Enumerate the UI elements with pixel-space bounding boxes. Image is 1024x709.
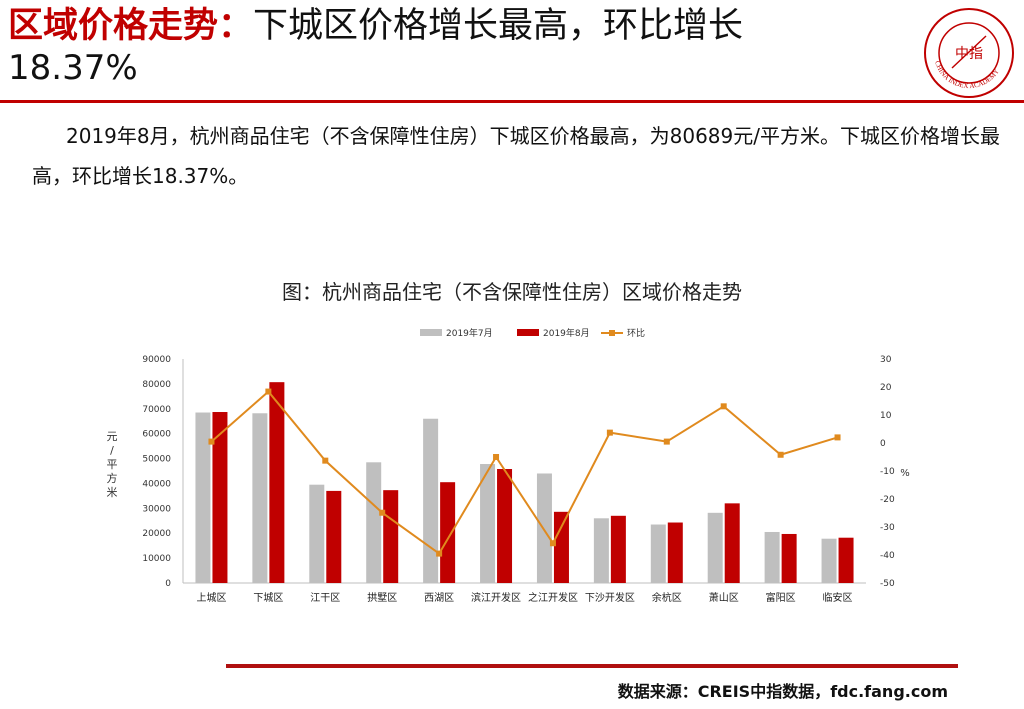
- y-axis-label-char: 方: [107, 471, 118, 485]
- bar-2019-08: [269, 382, 285, 583]
- x-tick-label: 拱墅区: [367, 591, 397, 604]
- legend-swatch-2019-07: [420, 329, 442, 336]
- y-axis-label-char: 米: [107, 486, 118, 499]
- mom-point: [265, 388, 272, 395]
- x-tick-label: 上城区: [196, 592, 226, 604]
- data-source: 数据来源：CREIS中指数据，fdc.fang.com: [617, 682, 948, 701]
- y2-tick-label: -10: [880, 467, 895, 477]
- y2-tick-label: 10: [880, 411, 892, 421]
- y2-tick-label: -30: [880, 523, 895, 533]
- x-tick-label: 江干区: [310, 592, 340, 604]
- bar-2019-08: [440, 482, 456, 583]
- y2-tick-label: -50: [880, 579, 895, 589]
- y2-axis-label: %: [900, 468, 910, 479]
- y2-tick-label: -40: [880, 551, 895, 561]
- mom-point: [777, 451, 784, 458]
- mom-point: [436, 550, 443, 557]
- bar-2019-07: [707, 512, 723, 583]
- title-highlight: 区域价格走势：: [8, 6, 254, 46]
- title-percentage: 18.37%: [8, 48, 138, 88]
- y-tick-label: 90000: [142, 355, 171, 365]
- bar-2019-07: [309, 484, 325, 583]
- mom-point: [493, 454, 500, 460]
- x-tick-label: 滨江开发区: [471, 591, 521, 604]
- bar-2019-08: [838, 537, 854, 583]
- bar-2019-07: [366, 462, 382, 583]
- bar-2019-08: [383, 490, 399, 583]
- bar-2019-07: [593, 518, 609, 583]
- x-tick-label: 余杭区: [652, 591, 682, 604]
- mom-point: [663, 438, 670, 445]
- y-axis-label-char: /: [110, 444, 114, 457]
- mom-point: [834, 434, 841, 441]
- mom-point: [379, 509, 386, 516]
- x-tick-label: 下沙开发区: [585, 591, 635, 604]
- y-tick-label: 80000: [142, 380, 171, 390]
- mom-point: [322, 457, 329, 464]
- title-underline: [0, 100, 1024, 103]
- x-tick-label: 富阳区: [766, 591, 796, 604]
- mom-point: [606, 429, 613, 436]
- bar-2019-07: [764, 531, 780, 583]
- bar-2019-07: [536, 473, 552, 583]
- mom-point: [549, 540, 556, 547]
- legend-label-2019-08: 2019年8月: [543, 327, 590, 339]
- y-tick-label: 30000: [142, 504, 171, 514]
- legend-label-2019-07: 2019年7月: [446, 327, 493, 339]
- y2-tick-label: 20: [880, 383, 892, 393]
- legend-swatch-2019-08: [517, 329, 539, 336]
- x-tick-label: 西湖区: [424, 592, 454, 604]
- y-tick-label: 0: [165, 579, 171, 589]
- legend-label-mom: 环比: [627, 327, 645, 339]
- bar-2019-07: [821, 538, 837, 583]
- y2-tick-label: 30: [880, 355, 892, 365]
- y-tick-label: 20000: [142, 529, 171, 539]
- summary-paragraph: 2019年8月，杭州商品住宅（不含保障性住房）下城区价格最高，为80689元/平…: [32, 124, 1000, 188]
- bar-2019-07: [650, 524, 666, 583]
- y2-tick-label: -20: [880, 495, 895, 505]
- x-tick-label: 下城区: [253, 592, 283, 604]
- bar-2019-07: [195, 412, 211, 583]
- bar-2019-08: [326, 490, 342, 583]
- y-axis-label-char: 平: [107, 458, 118, 471]
- bar-2019-08: [553, 511, 569, 583]
- china-index-academy-logo: CHINA INDEX ACADEMY 中指: [924, 8, 1014, 98]
- title-main: 下城区价格增长最高，环比增长: [253, 6, 744, 46]
- bar-2019-08: [610, 515, 626, 583]
- x-tick-label: 之江开发区: [528, 591, 578, 604]
- y-tick-label: 50000: [142, 455, 171, 465]
- mom-point: [720, 403, 727, 410]
- x-tick-label: 临安区: [823, 591, 853, 604]
- chart-title: 图：杭州商品住宅（不含保障性住房）区域价格走势: [282, 280, 742, 304]
- y-axis-label-char: 元: [107, 430, 118, 443]
- x-tick-label: 萧山区: [709, 592, 739, 604]
- y-tick-label: 40000: [142, 479, 171, 489]
- y-tick-label: 70000: [142, 405, 171, 415]
- bar-2019-08: [724, 503, 740, 583]
- bar-2019-07: [423, 418, 439, 583]
- y-tick-label: 60000: [142, 430, 171, 440]
- bar-2019-07: [480, 464, 496, 583]
- bar-2019-08: [781, 533, 797, 583]
- bar-2019-08: [212, 412, 228, 583]
- bar-2019-08: [667, 522, 683, 583]
- footer-rule: [226, 664, 958, 668]
- bar-2019-07: [252, 413, 268, 583]
- y-tick-label: 10000: [142, 554, 171, 564]
- legend-marker-mom: [609, 330, 615, 336]
- slide-title: 区域价格走势：下城区价格增长最高，环比增长 18.37%: [8, 4, 908, 88]
- mom-point: [208, 438, 215, 445]
- y2-tick-label: 0: [880, 439, 886, 449]
- mom-line: [210, 390, 838, 556]
- bar-2019-08: [497, 469, 513, 583]
